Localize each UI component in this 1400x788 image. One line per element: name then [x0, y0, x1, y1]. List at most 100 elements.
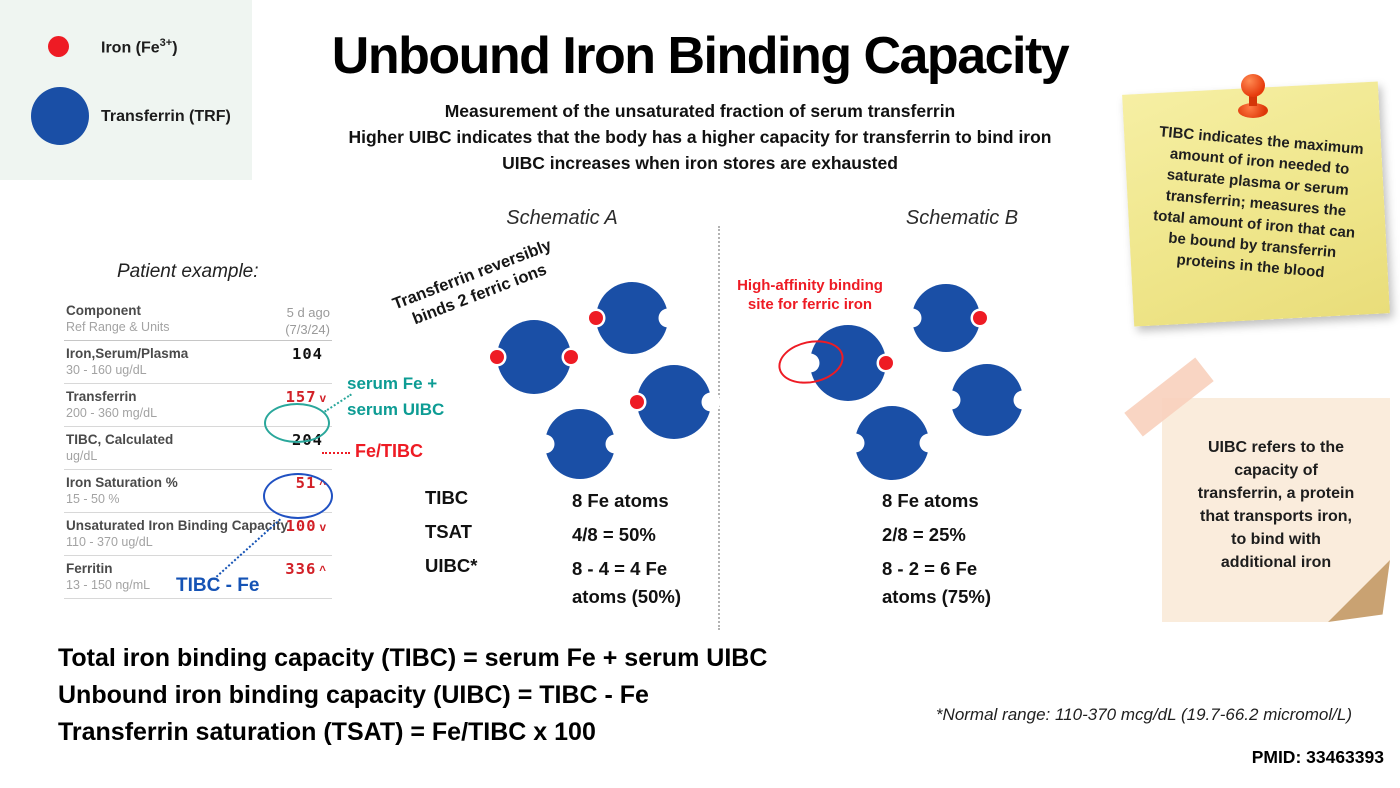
annotation-serum-uibc: serum UIBC — [347, 400, 445, 419]
table-row: Ferritin 13 - 150 ng/mL 336 ^ — [64, 556, 332, 599]
pushpin-icon — [1236, 74, 1270, 130]
note-corner-curl — [1328, 560, 1390, 622]
row-value: 100 v — [286, 517, 326, 535]
annotation-fe-tibc: Fe/TIBC — [355, 441, 424, 461]
iron-label-text: Iron (Fe — [101, 39, 160, 57]
transferrin-molecule — [627, 365, 721, 439]
binding-site-notch — [902, 308, 922, 328]
date-value: (7/3/24) — [285, 322, 330, 337]
uibc-sticky-note: UIBC refers to the capacity of transferr… — [1162, 398, 1390, 622]
row-range: 30 - 160 ug/dL — [66, 363, 147, 377]
subtitle-line: Higher UIBC indicates that the body has … — [348, 127, 1052, 147]
red-dotted-connector — [322, 452, 350, 454]
transferrin-molecule — [902, 284, 990, 352]
calc-b-tibc: 8 Fe atoms — [882, 490, 979, 511]
row-name: Transferrin — [66, 389, 137, 404]
binding-site-notch — [535, 434, 555, 454]
iron-dot — [630, 395, 644, 409]
iron-dot — [564, 350, 578, 364]
calc-label-tsat: TSAT — [425, 521, 472, 542]
calc-a-uibc: 8 - 4 = 4 Fe atoms (50%) — [572, 558, 681, 607]
calc-label-uibc: UIBC* — [425, 555, 478, 576]
uibc-value-circle — [263, 473, 333, 519]
table-header: Component Ref Range & Units 5 d ago (7/3/… — [64, 300, 332, 341]
binding-site-notch — [701, 392, 721, 412]
row-name: TIBC, Calculated — [66, 432, 174, 447]
annotation-serum-fe: serum Fe + — [347, 374, 438, 393]
row-name: Unsaturated Iron Binding Capacity — [66, 518, 289, 533]
legend-iron-label: Iron (Fe3+) — [101, 37, 178, 57]
transferrin-molecule — [487, 320, 581, 394]
row-range: 15 - 50 % — [66, 492, 120, 506]
annotation-tibc-fe: TIBC - Fe — [176, 575, 260, 596]
legend-transferrin-label: Transferrin (TRF) — [101, 108, 231, 125]
iron-label-close: ) — [172, 39, 178, 57]
calc-a-tsat: 4/8 = 50% — [572, 524, 656, 545]
formula-uibc: Unbound iron binding capacity (UIBC) = T… — [58, 681, 649, 709]
value-number: 100 — [285, 517, 317, 535]
pushpin-base — [1238, 103, 1268, 118]
page-title: Unbound Iron Binding Capacity — [331, 27, 1070, 85]
calc-label-tibc: TIBC — [425, 487, 469, 508]
row-range: 110 - 370 ug/dL — [66, 535, 153, 549]
tibc-note-text: TIBC indicates the maximum amount of iro… — [1152, 123, 1365, 282]
transferrin-molecule — [941, 364, 1033, 436]
col-component: Component — [66, 303, 141, 318]
value-number: 104 — [292, 345, 323, 363]
value-number: 157 — [285, 388, 317, 406]
schematic-a-title: Schematic A — [506, 207, 618, 229]
schematic-b-title: Schematic B — [905, 207, 1019, 229]
uibc-note-text: UIBC refers to the capacity of transferr… — [1197, 439, 1355, 571]
binding-site-notch — [605, 434, 625, 454]
iron-dot — [589, 311, 603, 325]
calc-b-tsat: 2/8 = 25% — [882, 524, 966, 545]
binding-site-notch — [919, 433, 939, 453]
value-arrow: v — [319, 393, 326, 405]
value-arrow: v — [319, 522, 326, 534]
transferrin-molecule — [800, 325, 896, 401]
subtitle-line: Measurement of the unsaturated fraction … — [444, 101, 956, 121]
row-value: 157 v — [286, 388, 326, 406]
row-range: 13 - 150 ng/mL — [66, 578, 151, 592]
value-number: 336 — [285, 560, 317, 578]
high-affinity-label: High-affinity binding site for ferric ir… — [737, 277, 883, 313]
binding-site-notch — [1013, 390, 1033, 410]
binding-site-notch — [845, 433, 865, 453]
table-row: Unsaturated Iron Binding Capacity 110 - … — [64, 513, 332, 556]
transferrin-molecule — [845, 406, 939, 480]
col-date: 5 d ago (7/3/24) — [285, 304, 330, 338]
row-range: ug/dL — [66, 449, 98, 463]
formula-tibc: Total iron binding capacity (TIBC) = ser… — [58, 644, 768, 672]
row-value: 336 ^ — [285, 560, 326, 578]
legend-box: Iron (Fe3+) Transferrin (TRF) — [0, 0, 252, 180]
table-row: Transferrin 200 - 360 mg/dL 157 v — [64, 384, 332, 427]
iron-dot — [879, 356, 893, 370]
iron-dot — [973, 311, 987, 325]
col-ref-range: Ref Range & Units — [66, 320, 170, 334]
date-ago: 5 d ago — [286, 305, 330, 320]
iron-dot-icon — [48, 36, 69, 57]
patient-example-heading: Patient example: — [117, 261, 259, 282]
iron-dot — [490, 350, 504, 364]
pmid-reference: PMID: 33463393 — [1251, 747, 1384, 767]
row-value: 104 — [292, 345, 326, 363]
row-name: Ferritin — [66, 561, 113, 576]
subtitle-line: UIBC increases when iron stores are exha… — [502, 153, 898, 173]
lab-results-table: Component Ref Range & Units 5 d ago (7/3/… — [64, 300, 332, 599]
calc-b-uibc: 8 - 2 = 6 Fe atoms (75%) — [882, 558, 991, 607]
value-arrow: ^ — [319, 565, 326, 577]
row-name: Iron Saturation % — [66, 475, 178, 490]
subtitle-block: Measurement of the unsaturated fraction … — [250, 98, 1150, 176]
formula-block: Total iron binding capacity (TIBC) = ser… — [58, 640, 767, 751]
row-name: Iron,Serum/Plasma — [66, 346, 189, 361]
curl-fold — [1328, 560, 1390, 622]
binding-site-notch — [658, 308, 678, 328]
binding-site-notch — [800, 353, 820, 373]
binding-site-notch — [941, 390, 961, 410]
formula-tsat: Transferrin saturation (TSAT) = Fe/TIBC … — [58, 718, 596, 746]
transferrin-molecule — [586, 282, 678, 354]
transferrin-circle-icon — [31, 87, 89, 145]
table-row: Iron,Serum/Plasma 30 - 160 ug/dL 104 — [64, 341, 332, 384]
schematic-divider — [718, 226, 720, 630]
